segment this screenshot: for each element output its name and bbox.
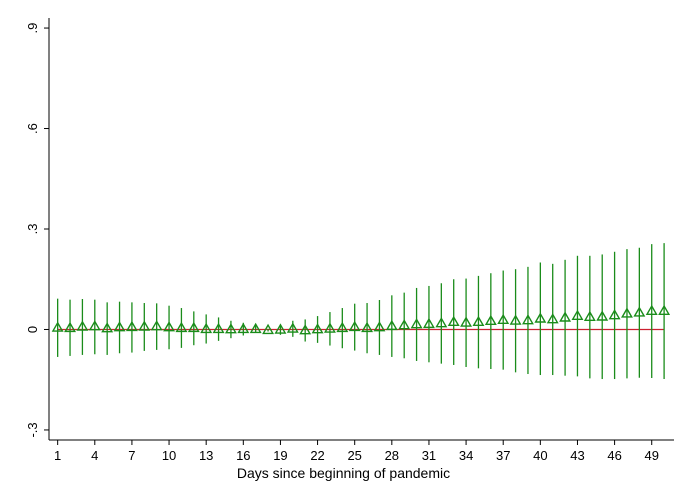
point-estimate-marker	[435, 317, 448, 328]
point-estimate-marker	[113, 321, 126, 332]
point-estimates	[51, 304, 671, 335]
point-estimate-marker	[323, 322, 336, 333]
x-tick-label: 19	[273, 448, 287, 463]
point-estimate-marker	[125, 320, 138, 332]
x-tick-label: 16	[236, 448, 250, 463]
point-estimate-marker	[163, 321, 176, 332]
point-estimate-marker	[546, 313, 559, 324]
point-estimate-marker	[187, 321, 200, 333]
point-estimate-marker	[64, 321, 77, 333]
point-estimate-marker	[299, 324, 312, 335]
confidence-intervals	[57, 243, 665, 380]
x-tick-label: 7	[128, 448, 135, 463]
point-estimate-marker	[583, 310, 596, 322]
x-tick-label: 4	[91, 448, 98, 463]
point-estimate-marker	[150, 320, 163, 331]
x-axis-ticks: 1 4 7 10 13 16 19 22 25 28 31 34 37 40 43 46 49	[54, 440, 659, 463]
point-estimate-marker	[447, 315, 460, 327]
point-estimate-marker	[521, 314, 534, 325]
point-estimate-marker	[596, 310, 609, 321]
point-estimate-marker	[249, 322, 262, 334]
point-estimate-marker	[621, 307, 633, 318]
point-estimate-marker	[410, 318, 423, 329]
y-tick-label: 0	[25, 326, 40, 333]
point-estimate-marker	[348, 320, 361, 332]
x-tick-label: 10	[162, 448, 176, 463]
point-estimate-marker	[422, 317, 435, 329]
point-estimate-marker	[633, 306, 646, 317]
point-estimate-marker	[274, 323, 287, 334]
point-estimate-marker	[559, 311, 572, 322]
point-estimate-marker	[484, 314, 497, 326]
point-estimate-marker	[460, 316, 473, 327]
y-tick-label: .6	[25, 123, 40, 134]
point-estimate-marker	[497, 313, 510, 325]
x-tick-label: 34	[459, 448, 473, 463]
point-estimate-marker	[101, 322, 114, 333]
x-tick-label: 40	[533, 448, 547, 463]
point-estimate-marker	[385, 319, 398, 331]
point-estimate-marker	[311, 323, 324, 334]
y-tick-label: -.3	[25, 422, 40, 437]
x-tick-label: 1	[54, 448, 61, 463]
x-tick-label: 37	[496, 448, 510, 463]
point-estimate-marker	[224, 323, 237, 334]
point-estimate-marker	[398, 319, 411, 330]
x-tick-label: 49	[644, 448, 658, 463]
point-estimate-marker	[76, 320, 89, 331]
x-tick-label: 13	[199, 448, 213, 463]
point-estimate-marker	[175, 321, 188, 333]
point-estimate-marker	[336, 321, 349, 333]
point-estimate-marker	[286, 322, 299, 333]
point-estimate-marker	[88, 320, 101, 331]
point-estimate-marker	[645, 304, 658, 316]
point-estimate-marker	[51, 321, 64, 332]
point-estimate-marker	[212, 322, 225, 334]
point-estimate-marker	[373, 321, 386, 332]
point-estimate-marker	[658, 304, 671, 316]
x-tick-label: 28	[385, 448, 399, 463]
point-estimate-marker	[200, 322, 213, 334]
x-axis-title: Days since beginning of pandemic	[237, 465, 450, 481]
x-tick-label: 31	[422, 448, 436, 463]
point-estimate-marker	[571, 309, 584, 321]
point-estimate-marker	[509, 314, 522, 325]
point-estimate-marker	[237, 322, 250, 334]
y-axis-ticks: -.3 0 .3 .6 .9	[25, 23, 49, 438]
x-tick-label: 22	[310, 448, 324, 463]
point-estimate-marker	[361, 321, 374, 333]
point-estimate-marker	[262, 323, 275, 335]
point-estimate-marker	[608, 309, 621, 320]
point-estimate-marker	[472, 315, 485, 327]
x-tick-label: 25	[347, 448, 361, 463]
point-estimate-marker	[534, 312, 547, 323]
point-estimate-marker	[138, 320, 151, 331]
y-tick-label: .9	[25, 23, 40, 34]
x-tick-label: 46	[607, 448, 621, 463]
y-tick-label: .3	[25, 224, 40, 235]
x-tick-label: 43	[570, 448, 584, 463]
